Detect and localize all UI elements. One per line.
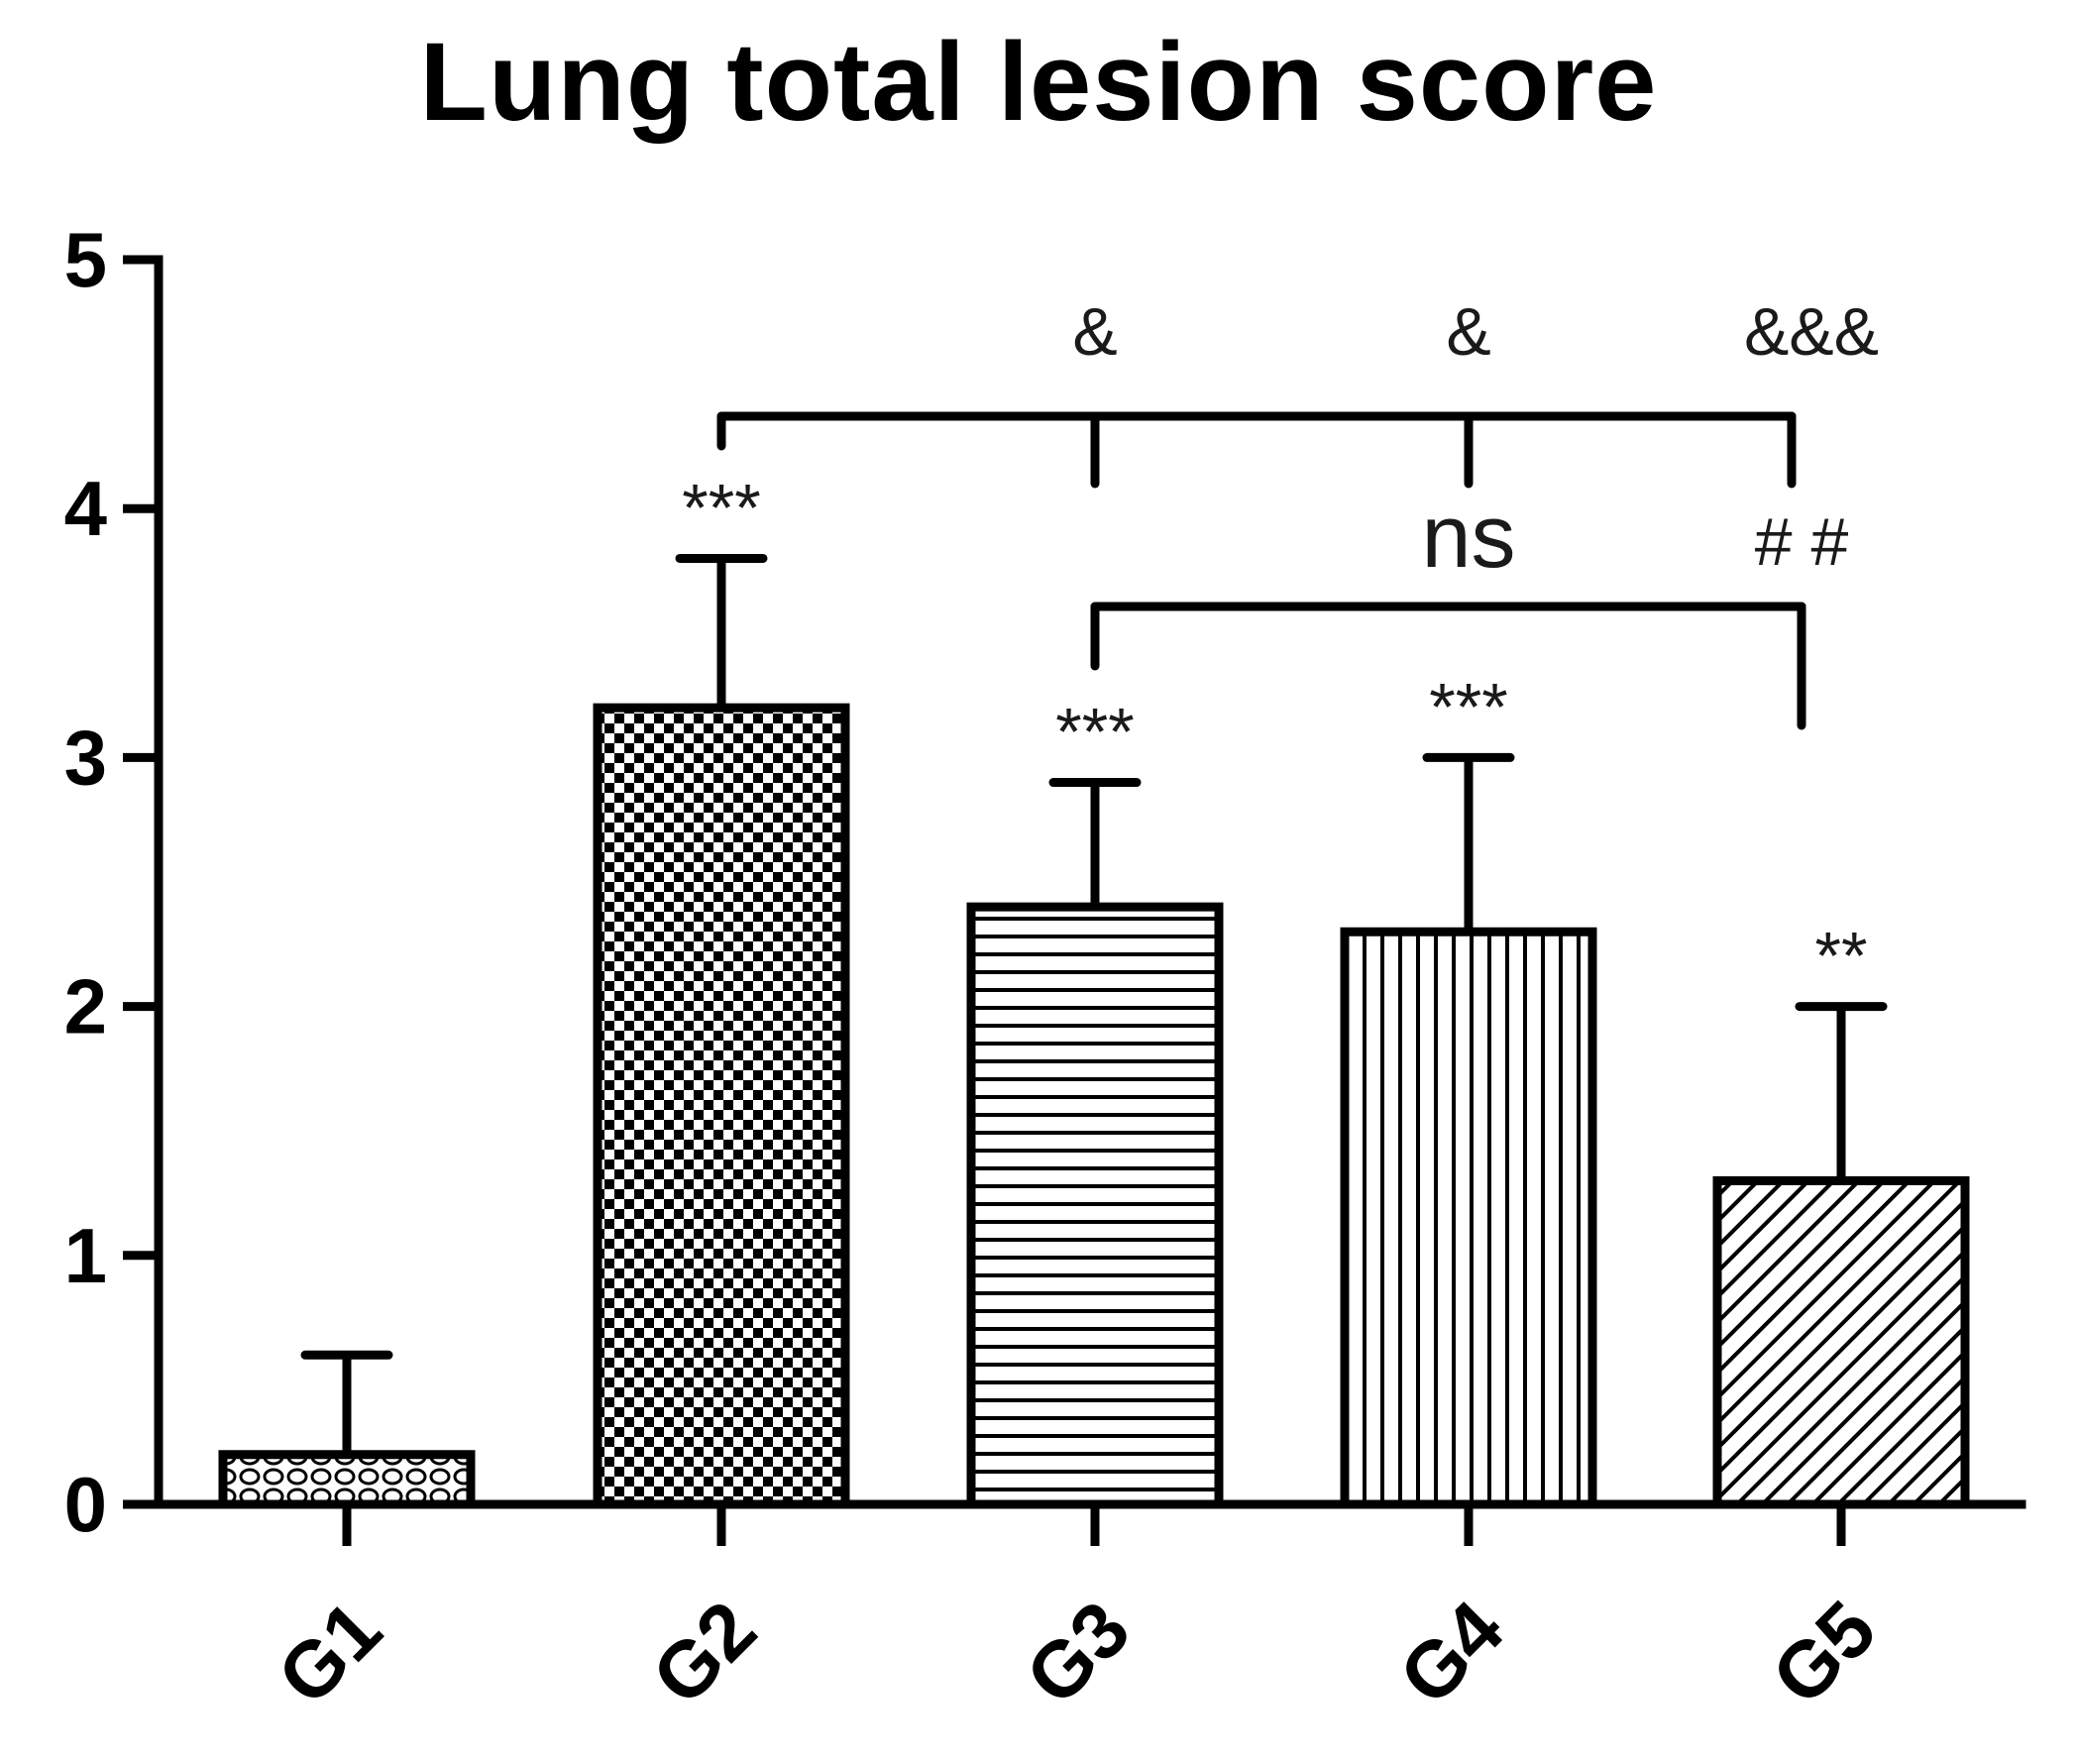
comparison-label: & <box>1446 294 1490 370</box>
x-tick-label-g3: G3 <box>1009 1585 1146 1721</box>
y-tick-label: 0 <box>64 1461 107 1548</box>
significance-label: *** <box>1055 695 1134 770</box>
x-tick-label-g2: G2 <box>635 1585 772 1721</box>
comparison-label: # # <box>1755 504 1849 580</box>
significance-label: *** <box>1429 669 1507 744</box>
bar-g2 <box>593 703 850 1509</box>
chart-title: Lung total lesion score <box>419 20 1658 144</box>
significance-label: ** <box>1815 919 1868 994</box>
comparison-label: &&& <box>1744 294 1879 370</box>
x-tick-label-g1: G1 <box>261 1585 397 1721</box>
y-tick-label: 4 <box>64 465 107 552</box>
x-tick-label-g5: G5 <box>1755 1585 1892 1721</box>
bar-g5 <box>1712 1175 1970 1509</box>
comparison-label: ns <box>1421 488 1515 587</box>
x-tick-label-g4: G4 <box>1382 1584 1520 1721</box>
bar-g3 <box>966 902 1224 1509</box>
y-tick-label: 2 <box>64 963 107 1050</box>
comparison-label: & <box>1072 294 1117 370</box>
bar-g4 <box>1340 927 1597 1509</box>
y-tick-label: 5 <box>64 216 107 303</box>
y-tick-label: 1 <box>64 1212 107 1299</box>
bar-g1 <box>218 1450 476 1509</box>
significance-label: *** <box>682 470 760 545</box>
y-tick-label: 3 <box>64 714 107 801</box>
